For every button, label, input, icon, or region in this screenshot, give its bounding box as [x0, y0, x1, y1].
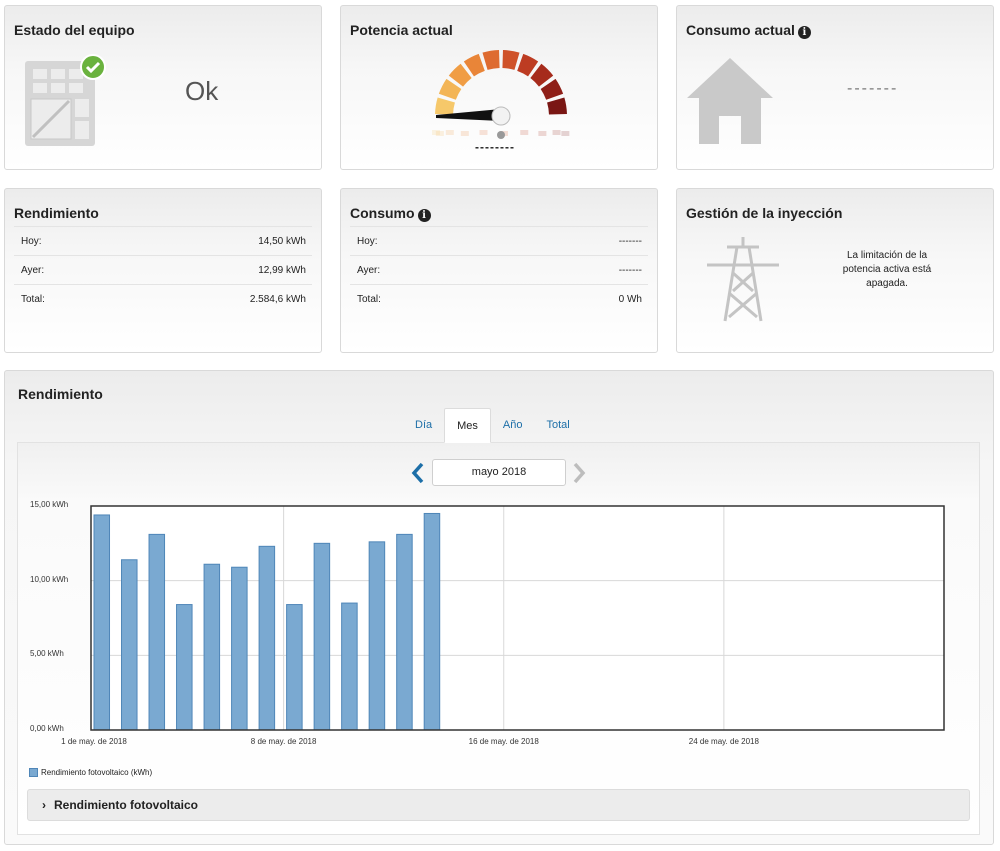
period-tabs: Día Mes Año Total	[403, 408, 582, 443]
gauge-reflection	[561, 131, 570, 136]
consumption-now-title: Consumo actual i	[686, 22, 811, 39]
yield-accordion[interactable]: › Rendimiento fotovoltaico	[27, 789, 970, 821]
tab-month[interactable]: Mes	[444, 408, 491, 443]
consumption-now-card: Consumo actual i -------	[676, 5, 994, 170]
consumption-row-total: Total: 0 Wh	[357, 294, 642, 305]
consumption-row-yesterday: Ayer: -------	[350, 256, 648, 285]
yield-row-today: Hoy: 14,50 kWh	[14, 227, 312, 256]
info-icon[interactable]: i	[417, 209, 431, 222]
check-badge-icon	[80, 54, 106, 80]
y-tick-label: 15,00 kWh	[30, 500, 69, 509]
bar	[423, 512, 441, 731]
yield-row-total: Total: 2.584,6 kWh	[21, 294, 306, 305]
gauge-segment	[482, 50, 500, 70]
gauge-needle	[436, 109, 501, 121]
power-card-title: Potencia actual	[350, 22, 453, 38]
legend-label: Rendimiento fotovoltaico (kWh)	[41, 768, 153, 777]
gauge-segment	[463, 53, 485, 77]
power-tower-icon	[707, 237, 779, 322]
gauge-reflection	[445, 130, 454, 135]
power-card: Potencia actual --------	[340, 5, 658, 170]
status-card-title: Estado del equipo	[14, 22, 135, 38]
info-icon[interactable]: i	[797, 26, 811, 39]
gauge-reflection	[435, 131, 444, 136]
power-gauge	[432, 50, 570, 139]
consumption-card: Consumo i Hoy: ------- Ayer: ------- Total:…	[340, 188, 658, 353]
gauge-segment	[438, 78, 462, 100]
bar	[368, 541, 386, 731]
gauge-reflection	[479, 130, 488, 135]
gauge-segment	[448, 63, 472, 87]
inverter-icon	[25, 61, 95, 146]
bar	[121, 559, 138, 731]
consumption-now-value: -------	[847, 80, 899, 97]
bar	[341, 602, 358, 731]
gauge-segment	[540, 78, 564, 100]
bar	[258, 545, 276, 731]
x-tick-label: 8 de may. de 2018	[250, 737, 317, 746]
bar	[286, 604, 303, 731]
yield-row-yesterday: Ayer: 12,99 kWh	[14, 256, 312, 285]
x-tick-label: 24 de may. de 2018	[688, 737, 759, 746]
gauge-segment	[517, 53, 539, 77]
yield-card-title: Rendimiento	[14, 205, 99, 221]
consumption-card-title: Consumo i	[350, 205, 431, 222]
status-card: Estado del equipo Ok	[4, 5, 322, 170]
injection-message: La limitación de la potencia activa está…	[842, 250, 932, 289]
gauge-dot	[497, 131, 505, 139]
chevron-left-icon[interactable]	[410, 462, 426, 484]
house-icon	[687, 58, 773, 144]
gauge-segment	[502, 50, 520, 70]
power-value: --------	[475, 140, 515, 154]
tab-day[interactable]: Día	[415, 419, 433, 431]
bar	[176, 604, 193, 731]
bar	[396, 533, 413, 731]
y-tick-label: 5,00 kWh	[30, 649, 64, 659]
consumption-row-today: Hoy: -------	[350, 227, 648, 256]
chart-legend: Rendimiento fotovoltaico (kWh)	[29, 768, 152, 777]
chevron-right-icon[interactable]	[571, 462, 587, 484]
injection-card: Gestión de la inyección La limitación de…	[676, 188, 994, 353]
status-value: Ok	[185, 76, 219, 106]
legend-swatch	[29, 768, 38, 777]
period-selector[interactable]: mayo 2018	[432, 459, 566, 486]
bar	[231, 566, 248, 731]
gauge-reflection	[520, 130, 529, 135]
bar	[203, 563, 221, 731]
bar	[313, 542, 331, 731]
gauge-reflection	[432, 130, 441, 135]
chart-section-title: Rendimiento	[18, 386, 103, 402]
x-tick-label: 16 de may. de 2018	[468, 737, 539, 746]
gauge-segment	[435, 97, 455, 115]
y-tick-label: 10,00 kWh	[30, 574, 69, 584]
gauge-reflection	[552, 130, 561, 135]
x-tick-label: 1 de may. de 2018	[61, 737, 127, 746]
tab-total[interactable]: Total	[546, 419, 570, 431]
gauge-reflection	[538, 131, 547, 136]
bar	[148, 533, 166, 731]
gauge-hub	[491, 106, 511, 126]
yield-card: Rendimiento Hoy: 14,50 kWh Ayer: 12,99 kWh…	[4, 188, 322, 353]
chevron-right-icon: ›	[42, 798, 46, 812]
tab-year[interactable]: Año	[502, 419, 523, 431]
gauge-segment	[547, 97, 567, 115]
bar	[93, 514, 111, 731]
consumption-table: Hoy: ------- Ayer: ------- Total: 0 Wh	[350, 226, 648, 314]
gauge-reflection	[460, 131, 469, 136]
gauge-segment	[530, 63, 554, 87]
yield-table: Hoy: 14,50 kWh Ayer: 12,99 kWh Total: 2.584…	[14, 226, 312, 314]
injection-card-title: Gestión de la inyección	[686, 205, 843, 221]
plot-border	[90, 505, 945, 731]
y-tick-label: 0,00 kWh	[30, 724, 64, 733]
